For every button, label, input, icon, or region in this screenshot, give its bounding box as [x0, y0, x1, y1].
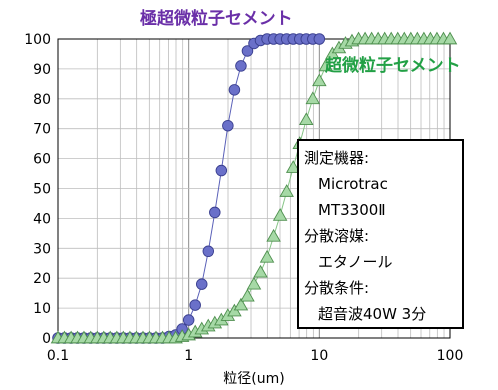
data-point: [195, 278, 208, 290]
y-tick-label: 40: [33, 211, 51, 227]
x-axis-label: 粒径(um): [223, 371, 284, 387]
x-tick-label: 0.1: [47, 348, 69, 364]
info-instrument-model: MT3300Ⅱ: [318, 201, 386, 219]
data-point: [266, 228, 281, 242]
data-point: [442, 31, 458, 45]
y-tick-label: 0: [42, 331, 51, 347]
info-heading-conditions: 分散条件:: [304, 279, 369, 297]
data-point: [235, 60, 247, 72]
x-tick-label: 10: [310, 348, 328, 364]
info-conditions: 超音波40W 3分: [318, 305, 426, 323]
series-layer: [50, 31, 458, 344]
info-heading-solvent: 分散溶媒:: [304, 227, 369, 245]
data-point: [182, 314, 195, 326]
y-tick-label: 50: [33, 182, 51, 198]
info-solvent: エタノール: [318, 253, 393, 271]
data-point: [233, 297, 249, 311]
y-tick-label: 10: [33, 301, 51, 317]
y-tick-label: 90: [33, 62, 51, 78]
data-point: [313, 33, 326, 45]
y-tick-label: 30: [33, 241, 51, 257]
measurement-info-box: 測定機器: Microtrac MT3300Ⅱ 分散溶媒: エタノール 分散条件…: [297, 139, 464, 329]
y-tick-label: 80: [33, 92, 51, 108]
info-instrument-name: Microtrac: [318, 175, 388, 193]
y-axis-ticks: 0 10 20 30 40 50 60 70 80 90 100: [24, 32, 51, 347]
data-point: [279, 184, 294, 197]
y-tick-label: 70: [33, 122, 51, 138]
y-tick-label: 100: [24, 32, 51, 48]
x-tick-label: 100: [437, 348, 464, 364]
data-point: [318, 58, 334, 72]
series-label-ultra-fine: 極超微粒子セメント: [140, 8, 293, 29]
data-point: [215, 164, 228, 177]
x-tick-label: 1: [184, 348, 193, 364]
data-point: [253, 264, 268, 278]
data-point: [246, 276, 262, 290]
data-point: [222, 119, 234, 132]
info-heading-instrument: 測定機器:: [304, 149, 369, 167]
data-point: [312, 73, 327, 87]
data-point: [228, 84, 241, 96]
data-point: [189, 299, 201, 311]
data-point: [259, 249, 275, 263]
series-label-fine: 超微粒子セメント: [325, 55, 461, 76]
data-point: [285, 160, 301, 173]
x-axis-ticks: 0.1 1 10 100: [47, 348, 464, 364]
data-point: [305, 91, 321, 105]
data-point: [298, 112, 314, 126]
y-tick-label: 60: [33, 152, 51, 168]
series-1: [50, 31, 458, 344]
data-point: [202, 245, 215, 258]
info-box-frame: [297, 139, 464, 329]
y-tick-label: 20: [33, 271, 51, 287]
data-point: [272, 208, 288, 221]
data-point: [240, 288, 255, 302]
data-point: [241, 45, 254, 57]
data-point: [209, 206, 221, 219]
